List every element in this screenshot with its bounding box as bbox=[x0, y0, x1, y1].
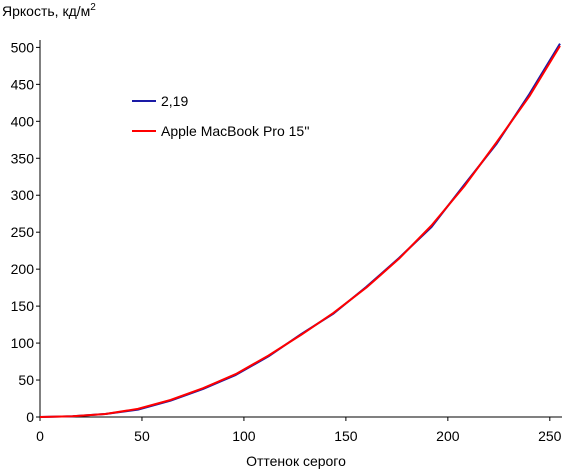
legend: 2,19 Apple MacBook Pro 15'' bbox=[132, 93, 310, 139]
y-tick-label: 350 bbox=[11, 150, 35, 166]
y-tick-label: 200 bbox=[11, 261, 35, 277]
x-tick-label: 250 bbox=[538, 428, 562, 444]
legend-label-series-2: Apple MacBook Pro 15'' bbox=[161, 123, 310, 139]
y-axis-title: Яркость, кд/м2 bbox=[2, 2, 96, 19]
y-tick-label: 500 bbox=[11, 39, 35, 55]
y-tick-label: 150 bbox=[11, 298, 35, 314]
y-tick-label: 250 bbox=[11, 224, 35, 240]
series-lines bbox=[39, 43, 561, 418]
axes bbox=[39, 40, 562, 418]
y-ticks: 0 50 100 150 200 250 300 350 400 450 500 bbox=[11, 39, 40, 425]
x-ticks: 0 50 100 150 200 250 bbox=[36, 417, 562, 444]
x-axis-title: Оттенок серого bbox=[246, 453, 346, 469]
x-tick-label: 50 bbox=[134, 428, 150, 444]
y-axis-title-text: Яркость, кд/м bbox=[2, 3, 90, 19]
y-axis-title-superscript: 2 bbox=[90, 2, 96, 13]
y-tick-label: 450 bbox=[11, 76, 35, 92]
y-tick-label: 400 bbox=[11, 113, 35, 129]
series-line-2 bbox=[39, 45, 561, 418]
x-tick-label: 100 bbox=[232, 428, 256, 444]
y-tick-label: 300 bbox=[11, 187, 35, 203]
y-tick-label: 100 bbox=[11, 335, 35, 351]
y-tick-label: 0 bbox=[26, 409, 34, 425]
x-tick-label: 0 bbox=[36, 428, 44, 444]
series-line-1 bbox=[39, 43, 561, 418]
x-tick-label: 150 bbox=[334, 428, 358, 444]
y-tick-label: 50 bbox=[18, 372, 34, 388]
x-tick-label: 200 bbox=[436, 428, 460, 444]
legend-label-series-1: 2,19 bbox=[161, 93, 188, 109]
